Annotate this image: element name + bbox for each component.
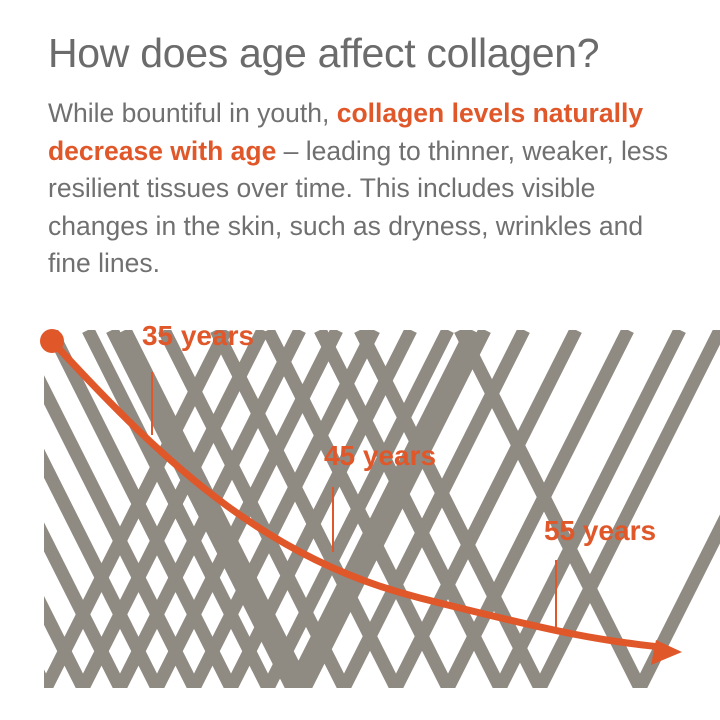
age-label-0: 35 years (142, 320, 254, 351)
collagen-fiber-strand-28 (454, 330, 646, 688)
age-markers: 35 years 45 years 55 years (142, 320, 656, 627)
collagen-fiber-strand-17 (286, 330, 478, 688)
collagen-fiber-strand-14 (119, 330, 311, 688)
collagen-decline-curve (48, 337, 664, 651)
collagen-fiber-strand-0 (44, 669, 52, 688)
collagen-fiber-strand-12 (82, 330, 274, 688)
collagen-fiber-strand-22 (262, 330, 454, 688)
collagen-fiber-strand-10 (45, 330, 237, 688)
collagen-fiber-strand-4 (44, 522, 126, 688)
collagen-fiber-strand-27 (534, 330, 720, 688)
start-point-marker (40, 329, 64, 353)
collagen-fiber-strand-23 (442, 330, 634, 688)
collagen-fibers (44, 330, 720, 688)
age-label-2: 55 years (544, 515, 656, 546)
collagen-fiber-strand-20 (210, 330, 402, 688)
collagen-fiber-strand-18 (158, 330, 350, 688)
intro-text-end: – leading to thinner, weaker, less resil… (48, 135, 669, 279)
collagen-fiber-strand-15 (299, 330, 491, 688)
collagen-fiber-strand-24 (314, 330, 506, 688)
page-title: How does age affect collagen? (48, 30, 600, 76)
intro-paragraph: While bountiful in youth, collagen level… (48, 95, 688, 283)
collagen-fiber-strand-6 (44, 448, 163, 688)
age-label-1: 45 years (324, 440, 436, 471)
collagen-fiber-strand-2 (44, 595, 89, 688)
collagen-fiber-strand-21 (390, 330, 582, 688)
collagen-fiber-strand-16 (106, 330, 298, 688)
intro-highlight: collagen levels naturally decrease with … (48, 98, 644, 166)
intro-text-start: While bountiful in youth, (48, 98, 337, 128)
collagen-fiber-strand-29 (634, 514, 720, 688)
arrow-head-icon (651, 640, 682, 665)
collagen-fiber-strand-8 (44, 375, 200, 688)
collagen-fiber-strand-26 (354, 330, 546, 688)
collagen-fiber-strand-25 (494, 330, 686, 688)
